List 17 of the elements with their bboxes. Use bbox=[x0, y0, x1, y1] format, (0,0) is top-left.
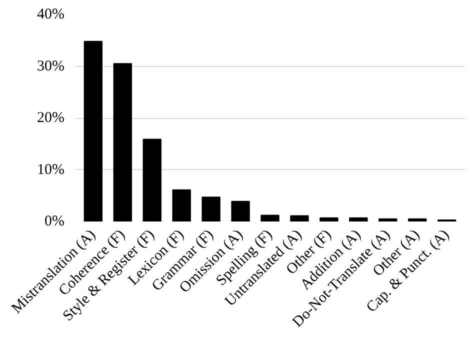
bar bbox=[231, 200, 250, 222]
bar bbox=[142, 138, 162, 222]
bar bbox=[172, 189, 191, 222]
bar bbox=[320, 217, 338, 222]
bar bbox=[84, 40, 103, 222]
bar bbox=[260, 214, 280, 222]
y-tick-label: 40% bbox=[37, 6, 65, 22]
bar bbox=[349, 217, 368, 222]
bar bbox=[113, 63, 132, 222]
y-tick-label: 20% bbox=[37, 110, 65, 126]
y-tick-label: 10% bbox=[37, 162, 65, 178]
bar bbox=[202, 196, 220, 222]
bar bbox=[290, 215, 309, 222]
y-tick-label: 30% bbox=[37, 58, 65, 74]
bar bbox=[408, 218, 427, 222]
y-tick-label: 0% bbox=[44, 214, 65, 230]
bar bbox=[378, 218, 398, 222]
